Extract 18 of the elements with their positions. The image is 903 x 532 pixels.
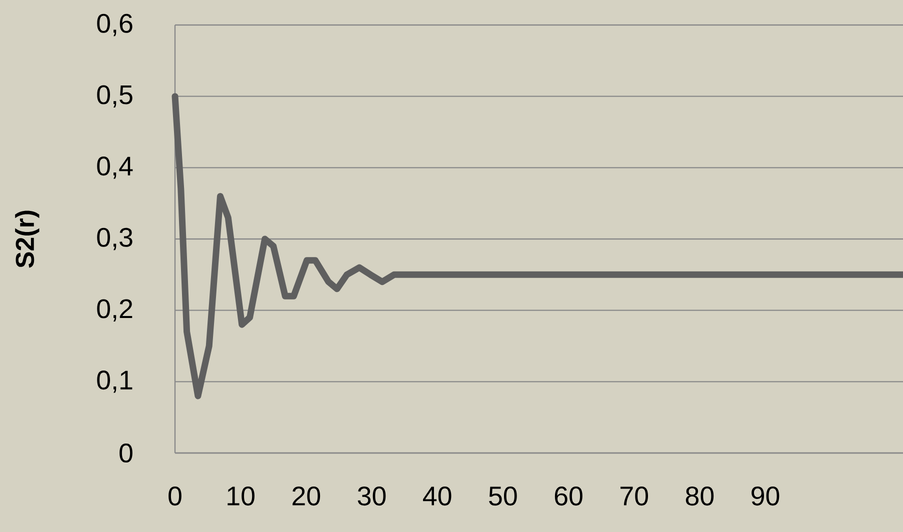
y-tick-label: 0,3 — [97, 228, 132, 250]
x-tick-label: 40 — [423, 486, 452, 506]
x-tick-label: 70 — [620, 486, 648, 506]
x-tick-label: 20 — [292, 486, 320, 506]
x-tick-label: 10 — [228, 486, 254, 506]
y-tick-label: 0,2 — [97, 299, 132, 322]
y-tick-label: 0,5 — [97, 85, 132, 108]
y-tick-label: 0 — [120, 443, 132, 463]
x-tick-label: 30 — [358, 486, 386, 506]
y-tick-label: 0,6 — [97, 14, 132, 36]
y-axis-title: S2(r) — [15, 210, 40, 268]
x-tick-label: 60 — [554, 486, 582, 506]
x-tick-label: 80 — [686, 486, 714, 506]
x-tick-label: 90 — [752, 486, 780, 506]
y-tick-label: 0,4 — [97, 156, 133, 179]
x-tick-label: 50 — [489, 486, 517, 506]
y-tick-label: 0,1 — [97, 370, 132, 393]
x-tick-label: 0 — [168, 486, 182, 506]
